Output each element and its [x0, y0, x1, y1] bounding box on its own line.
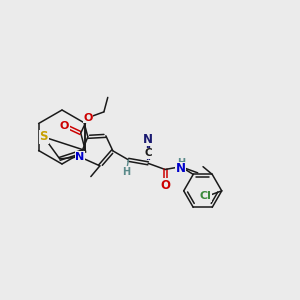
- Text: O: O: [60, 121, 69, 131]
- Text: H: H: [177, 158, 185, 168]
- Text: O: O: [160, 179, 170, 192]
- Text: N: N: [75, 152, 84, 162]
- Text: O: O: [83, 113, 93, 123]
- Text: C: C: [144, 148, 152, 158]
- Text: N: N: [176, 162, 186, 175]
- Text: N: N: [143, 133, 153, 146]
- Text: H: H: [122, 167, 130, 177]
- Text: S: S: [40, 130, 48, 143]
- Text: Cl: Cl: [200, 191, 212, 201]
